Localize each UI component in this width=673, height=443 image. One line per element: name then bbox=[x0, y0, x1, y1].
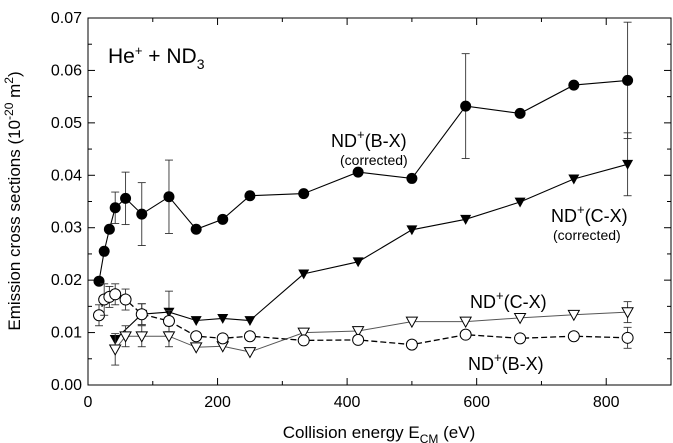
data-point bbox=[217, 213, 229, 225]
data-point bbox=[352, 333, 365, 346]
x-tick-label: 400 bbox=[334, 394, 361, 411]
data-point bbox=[93, 275, 105, 287]
data-point bbox=[162, 315, 175, 328]
label-cx: ND+(C-X) bbox=[470, 288, 547, 312]
data-point bbox=[514, 197, 526, 208]
series-line-0 bbox=[98, 79, 628, 282]
data-point bbox=[190, 330, 203, 343]
data-point bbox=[459, 316, 473, 329]
data-point bbox=[163, 191, 175, 203]
data-point bbox=[460, 100, 472, 112]
label-cx-corrected: ND+(C-X) bbox=[551, 202, 628, 226]
data-point bbox=[244, 190, 256, 202]
data-point bbox=[109, 288, 122, 301]
data-point bbox=[621, 307, 634, 319]
data-point bbox=[513, 312, 527, 325]
data-point bbox=[514, 332, 527, 345]
plot-layer bbox=[93, 21, 634, 366]
data-point bbox=[190, 316, 202, 327]
data-point bbox=[621, 331, 634, 344]
data-point bbox=[405, 338, 418, 351]
data-point bbox=[108, 344, 122, 356]
data-point bbox=[460, 214, 472, 225]
x-tick-label: 600 bbox=[463, 394, 490, 411]
y-tick-label: 0.07 bbox=[51, 10, 82, 27]
data-point bbox=[98, 245, 110, 257]
data-point bbox=[459, 328, 472, 341]
data-point bbox=[190, 223, 202, 235]
y-tick-label: 0.04 bbox=[51, 167, 82, 184]
data-point bbox=[298, 269, 310, 280]
data-point bbox=[352, 257, 364, 268]
data-point bbox=[568, 79, 580, 91]
data-point bbox=[243, 347, 257, 359]
data-point bbox=[162, 331, 176, 343]
data-point bbox=[243, 330, 256, 343]
label-cx-corrected-note: (corrected) bbox=[553, 227, 621, 243]
data-point bbox=[567, 330, 580, 343]
label-bx: ND+(B-X) bbox=[468, 350, 544, 374]
reaction-label: He+ + ND3 bbox=[108, 43, 205, 72]
x-tick-label: 200 bbox=[204, 394, 231, 411]
data-point bbox=[244, 316, 256, 327]
data-point bbox=[405, 316, 419, 329]
label-bx-corrected-note: (corrected) bbox=[340, 152, 408, 168]
data-point bbox=[352, 166, 364, 178]
data-point bbox=[622, 74, 634, 86]
data-point bbox=[406, 225, 418, 236]
data-point bbox=[406, 172, 418, 184]
data-point bbox=[298, 188, 310, 200]
data-point bbox=[514, 107, 526, 119]
data-point bbox=[297, 327, 311, 340]
data-point bbox=[119, 293, 132, 306]
y-tick-label: 0.05 bbox=[51, 115, 82, 132]
y-tick-label: 0.00 bbox=[51, 377, 82, 394]
data-point bbox=[217, 314, 229, 324]
data-point bbox=[567, 309, 581, 322]
data-point bbox=[351, 326, 365, 338]
x-tick-label: 0 bbox=[84, 394, 93, 411]
data-point bbox=[568, 174, 580, 185]
data-point bbox=[109, 202, 121, 214]
label-bx-corrected: ND+(B-X) bbox=[331, 127, 407, 151]
y-tick-label: 0.06 bbox=[51, 62, 82, 79]
data-point bbox=[135, 331, 149, 343]
data-point bbox=[136, 208, 148, 220]
axis-layer: 0 200 400 600 800 0.00 0.01 0.02 0.03 0.04 0.05 0.0… bbox=[51, 10, 672, 411]
data-point bbox=[297, 334, 310, 347]
data-point bbox=[216, 332, 229, 345]
y-tick-label: 0.01 bbox=[51, 325, 82, 342]
y-axis-label: Emission cross sections (10-20 m2) bbox=[2, 71, 24, 330]
y-tick-label: 0.02 bbox=[51, 272, 82, 289]
data-point bbox=[622, 159, 634, 170]
y-tick-label: 0.03 bbox=[51, 220, 82, 237]
series-line-1 bbox=[114, 163, 628, 340]
data-point bbox=[119, 331, 132, 343]
x-tick-label: 800 bbox=[593, 394, 620, 411]
data-point bbox=[135, 308, 148, 321]
data-point bbox=[189, 342, 203, 354]
x-axis-label: Collision energy ECM (eV) bbox=[283, 423, 476, 443]
series-line-2 bbox=[114, 311, 628, 353]
data-point bbox=[103, 223, 115, 235]
data-point bbox=[120, 192, 132, 204]
